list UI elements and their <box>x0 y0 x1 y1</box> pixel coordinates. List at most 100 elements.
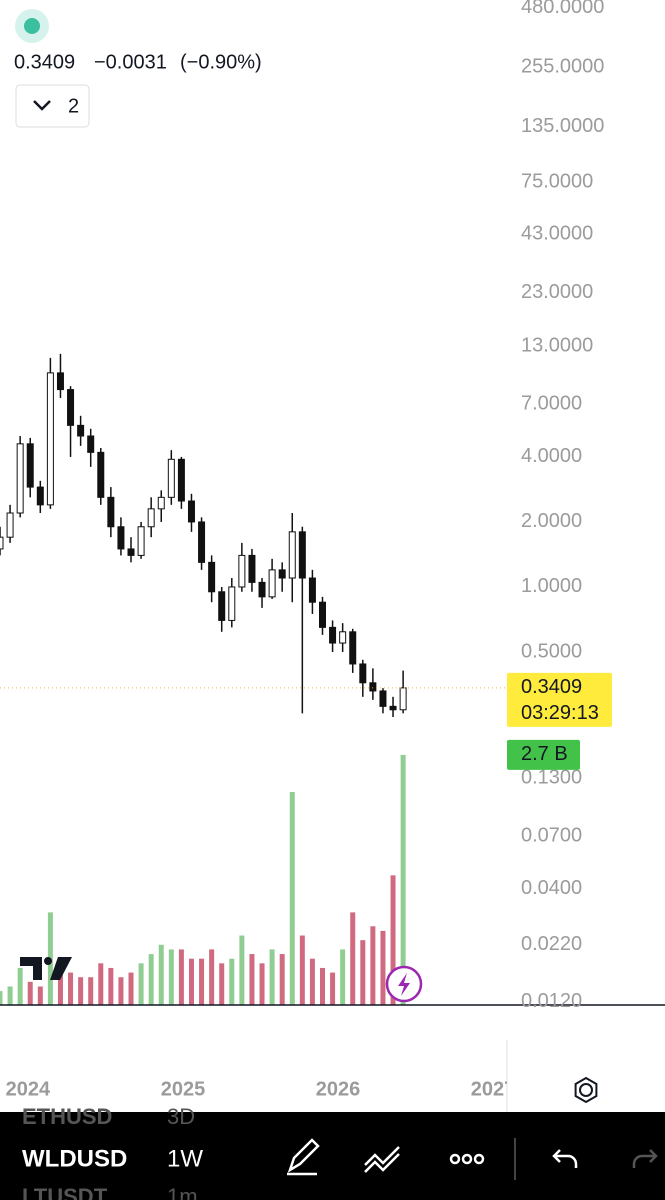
y-tick-label: 0.1300 <box>521 767 582 789</box>
volume-bar <box>330 972 336 1005</box>
redo-icon <box>632 1149 658 1168</box>
volume-bar <box>229 958 235 1005</box>
candle-body <box>288 531 296 579</box>
candle-body <box>127 548 135 556</box>
candle-body <box>369 682 377 692</box>
y-tick-label: 13.0000 <box>521 335 593 357</box>
candle-body <box>87 435 95 453</box>
lightning-icon <box>398 973 410 996</box>
volume-bar <box>57 958 63 1005</box>
prev-symbol: ETHUSD <box>22 1104 112 1129</box>
y-tick-label: 75.0000 <box>521 170 593 192</box>
countdown: 03:29:13 <box>521 702 599 724</box>
volume-bar <box>118 977 124 1005</box>
y-tick-label: 0.0220 <box>521 933 582 955</box>
volume-bar <box>148 954 154 1005</box>
candle-body <box>208 561 216 593</box>
volume-bar <box>158 944 164 1005</box>
candle-body <box>147 508 155 528</box>
y-tick-label: 0.0120 <box>521 990 582 1012</box>
candle-body <box>268 569 276 598</box>
volume-bar <box>309 958 315 1005</box>
candle-body <box>157 496 165 510</box>
volume-bar <box>360 940 366 1005</box>
y-tick-label: 0.0700 <box>521 825 582 847</box>
candle-body <box>0 536 4 550</box>
more-icon[interactable] <box>449 1153 485 1165</box>
lines-icon[interactable] <box>364 1146 400 1173</box>
pane-toggle[interactable] <box>15 84 90 128</box>
volume-bar <box>219 963 225 1005</box>
volume-bar <box>98 963 104 1005</box>
volume-bar <box>7 986 13 1005</box>
draw-icon[interactable] <box>287 1138 320 1176</box>
settings-hex <box>574 1076 598 1104</box>
logo <box>20 957 72 980</box>
chevron-icon <box>33 100 51 111</box>
next-interval: 1m <box>167 1184 198 1200</box>
interval[interactable]: 1W <box>167 1145 203 1172</box>
plot-area <box>0 353 407 1005</box>
pane-count: 2 <box>68 95 79 117</box>
volume-tag <box>507 739 580 770</box>
volume-bar <box>340 949 346 1005</box>
candle-body <box>389 705 397 711</box>
volume-bar <box>37 986 43 1005</box>
y-tick-label: 255.0000 <box>521 55 604 77</box>
volume-bar <box>128 972 134 1005</box>
volume-bar <box>138 963 144 1005</box>
volume-bar <box>209 949 215 1005</box>
candle-body <box>6 512 14 538</box>
prev-interval: 3D <box>167 1104 195 1129</box>
symbol[interactable]: WLDUSD <box>22 1145 127 1172</box>
y-tick-label: 43.0000 <box>521 222 593 244</box>
volume-bar <box>259 963 265 1005</box>
candle-body <box>248 554 256 583</box>
price-tag-label: 0.3409 <box>521 676 582 698</box>
y-tick-label: 2.0000 <box>521 510 582 532</box>
candle-body <box>36 486 44 506</box>
candle-body <box>318 601 326 628</box>
volume-bar <box>299 935 305 1005</box>
x-axis: 2024 2025 2026 2027 <box>6 1078 507 1100</box>
volume-bar <box>27 981 33 1005</box>
settings-icon[interactable] <box>579 1083 593 1097</box>
x-tick-label: 2026 <box>316 1078 361 1100</box>
volume-bar <box>239 935 245 1005</box>
candle-body <box>198 521 206 563</box>
candle-body <box>137 526 145 556</box>
candle-body <box>228 586 236 621</box>
candle-body <box>379 690 387 707</box>
candle-body <box>349 631 357 665</box>
y-tick-label: 4.0000 <box>521 445 582 467</box>
status-dot <box>24 18 40 34</box>
price-tag <box>507 672 612 727</box>
volume-bar <box>178 949 184 1005</box>
volume-tag-label: 2.7 B <box>521 743 568 765</box>
candle-body <box>16 443 24 514</box>
candle-body <box>339 631 347 644</box>
candle-body <box>167 458 175 498</box>
candle-body <box>26 443 34 488</box>
y-tick-label: 0.5000 <box>521 640 582 662</box>
candle-body <box>97 451 105 498</box>
volume-bar <box>279 954 285 1005</box>
candle-body <box>258 581 266 598</box>
volume-bar <box>370 926 376 1005</box>
volume-bar <box>17 967 23 1005</box>
candle-body <box>107 496 115 528</box>
candle-body <box>187 500 195 523</box>
volume-bar <box>269 949 275 1005</box>
candle-body <box>77 424 85 437</box>
y-tick-label: 0.0400 <box>521 877 582 899</box>
candle-body <box>308 577 316 603</box>
volume-bar <box>390 875 396 1005</box>
y-tick-label: 7.0000 <box>521 393 582 415</box>
x-tick-label: 2025 <box>161 1078 206 1100</box>
volume-bar <box>108 967 114 1005</box>
candle-body <box>278 569 286 579</box>
undo-icon[interactable] <box>552 1149 578 1168</box>
candle-body <box>218 591 226 621</box>
